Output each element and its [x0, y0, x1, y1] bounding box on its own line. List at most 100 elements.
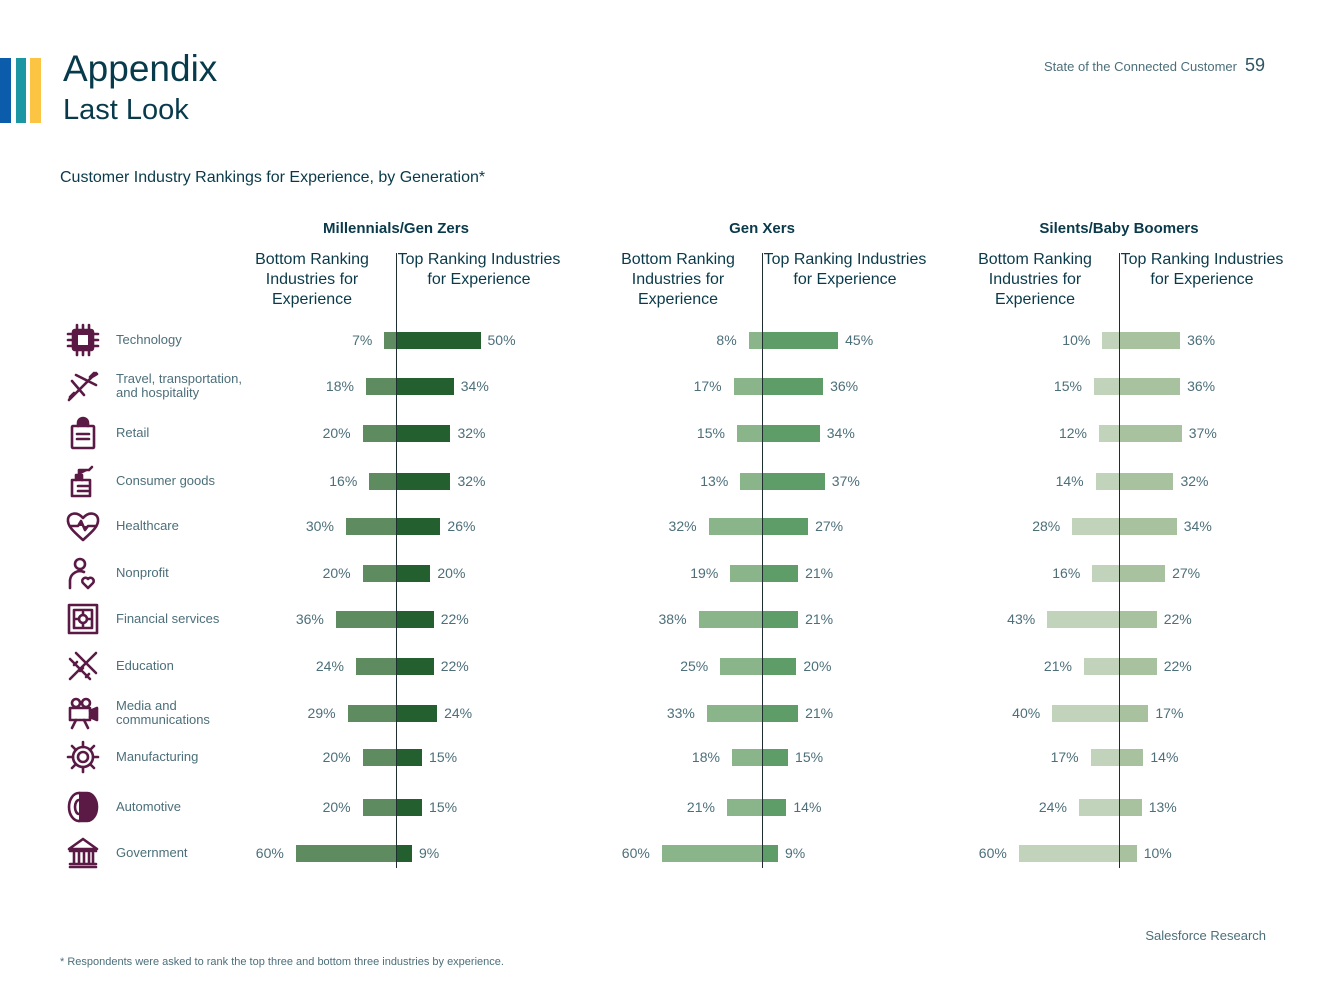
top-value-label: 22%: [1163, 658, 1192, 674]
pencil-ruler-icon: [64, 647, 102, 685]
generation-title: Silents/Baby Boomers: [1039, 220, 1199, 237]
page-subtitle: Last Look: [63, 94, 189, 126]
bottom-bar: [1093, 378, 1119, 395]
bottom-value-label: 12%: [1058, 425, 1087, 441]
report-name: State of the Connected Customer: [1044, 59, 1237, 74]
top-value-label: 22%: [440, 611, 469, 627]
top-value-label: 9%: [419, 845, 440, 861]
bottom-ranking-header: Bottom Ranking Industries for Experience: [255, 251, 369, 308]
bottom-bar: [736, 425, 762, 442]
bottom-value-label: 25%: [680, 658, 709, 674]
top-ranking-header: Top Ranking Industries for Experience: [1120, 251, 1284, 288]
top-bar: [763, 799, 787, 816]
brand-bar: [11, 58, 16, 123]
bottom-bar: [1095, 473, 1119, 490]
bottom-bar: [1047, 611, 1119, 628]
bottom-bar: [733, 378, 762, 395]
top-value-label: 20%: [803, 658, 832, 674]
bottom-bar: [730, 565, 762, 582]
bottom-value-label: 36%: [295, 611, 324, 627]
generation-title: Gen Xers: [729, 220, 795, 237]
top-bar: [763, 611, 799, 628]
bottom-value-label: 7%: [352, 332, 373, 348]
industry-label: Nonprofit: [116, 565, 169, 580]
bottom-value-label: 21%: [1043, 658, 1072, 674]
bottom-bar: [1052, 705, 1119, 722]
bottom-bar: [1083, 658, 1119, 675]
top-ranking-header: Top Ranking Industries for Experience: [397, 251, 561, 288]
bottom-bar: [740, 473, 762, 490]
bottom-value-label: 18%: [325, 378, 354, 394]
bottom-bar: [295, 845, 396, 862]
top-bar: [1120, 705, 1149, 722]
safe-icon: [64, 600, 102, 638]
top-bar: [1120, 749, 1144, 766]
bottom-bar: [726, 799, 762, 816]
bottom-value-label: 16%: [1052, 565, 1081, 581]
top-bar: [1120, 799, 1142, 816]
industry-label: Media and communications: [116, 698, 210, 727]
industry-label: Automotive: [116, 799, 182, 814]
brand-bar: [26, 58, 30, 123]
bottom-bar: [369, 473, 396, 490]
bottom-value-label: 40%: [1012, 705, 1041, 721]
industry-label: Retail: [116, 425, 150, 440]
bottom-bar: [1078, 799, 1119, 816]
bottom-bar: [347, 705, 396, 722]
bottom-bar: [1098, 425, 1119, 442]
bottom-bar: [362, 749, 396, 766]
top-bar: [763, 378, 824, 395]
bottom-value-label: 24%: [315, 658, 344, 674]
bottom-value-label: 8%: [716, 332, 737, 348]
bottom-bar: [706, 705, 762, 722]
top-bar: [763, 658, 797, 675]
top-bar: [1120, 425, 1182, 442]
top-ranking-header: Top Ranking Industries for Experience: [763, 251, 927, 288]
bottom-value-label: 17%: [693, 378, 722, 394]
top-value-label: 15%: [429, 749, 458, 765]
bottom-bar: [698, 611, 762, 628]
top-value-label: 13%: [1148, 799, 1177, 815]
heart-pulse-icon: [64, 507, 102, 545]
top-value-label: 32%: [1180, 473, 1209, 489]
bottom-value-label: 43%: [1007, 611, 1036, 627]
top-bar: [397, 611, 434, 628]
top-value-label: 34%: [1183, 518, 1212, 534]
top-bar: [763, 705, 799, 722]
bottom-bar: [708, 518, 762, 535]
bottom-bar: [384, 332, 396, 349]
industry-label: Manufacturing: [116, 749, 199, 764]
brand-bar: [0, 58, 11, 123]
bottom-value-label: 33%: [666, 705, 695, 721]
top-value-label: 26%: [447, 518, 476, 534]
bottom-bar: [355, 658, 396, 675]
generation-title: Millennials/Gen Zers: [323, 220, 469, 237]
top-value-label: 27%: [815, 518, 844, 534]
page-title: Appendix: [63, 48, 218, 89]
bottom-value-label: 17%: [1050, 749, 1079, 765]
bottom-value-label: 13%: [700, 473, 729, 489]
gear-icon: [64, 738, 102, 776]
bottom-bar: [1072, 518, 1119, 535]
bottom-value-label: 20%: [322, 749, 351, 765]
bottom-value-label: 32%: [668, 518, 697, 534]
top-value-label: 36%: [1187, 378, 1216, 394]
top-bar: [763, 425, 820, 442]
industry-label: Financial services: [116, 611, 220, 626]
top-value-label: 45%: [845, 332, 874, 348]
chip-icon: [64, 321, 102, 359]
top-bar: [1120, 518, 1177, 535]
bottom-value-label: 15%: [1053, 378, 1082, 394]
top-bar: [397, 705, 438, 722]
top-bar: [397, 749, 423, 766]
bottom-value-label: 15%: [696, 425, 725, 441]
top-value-label: 37%: [831, 473, 860, 489]
industry-label: Healthcare: [116, 518, 179, 533]
industry-label: Government: [116, 845, 188, 860]
top-value-label: 36%: [1187, 332, 1216, 348]
top-value-label: 14%: [793, 799, 822, 815]
bottom-bar: [362, 565, 396, 582]
source-label: Salesforce Research: [1145, 928, 1266, 943]
top-value-label: 20%: [437, 565, 466, 581]
bottom-value-label: 21%: [686, 799, 715, 815]
